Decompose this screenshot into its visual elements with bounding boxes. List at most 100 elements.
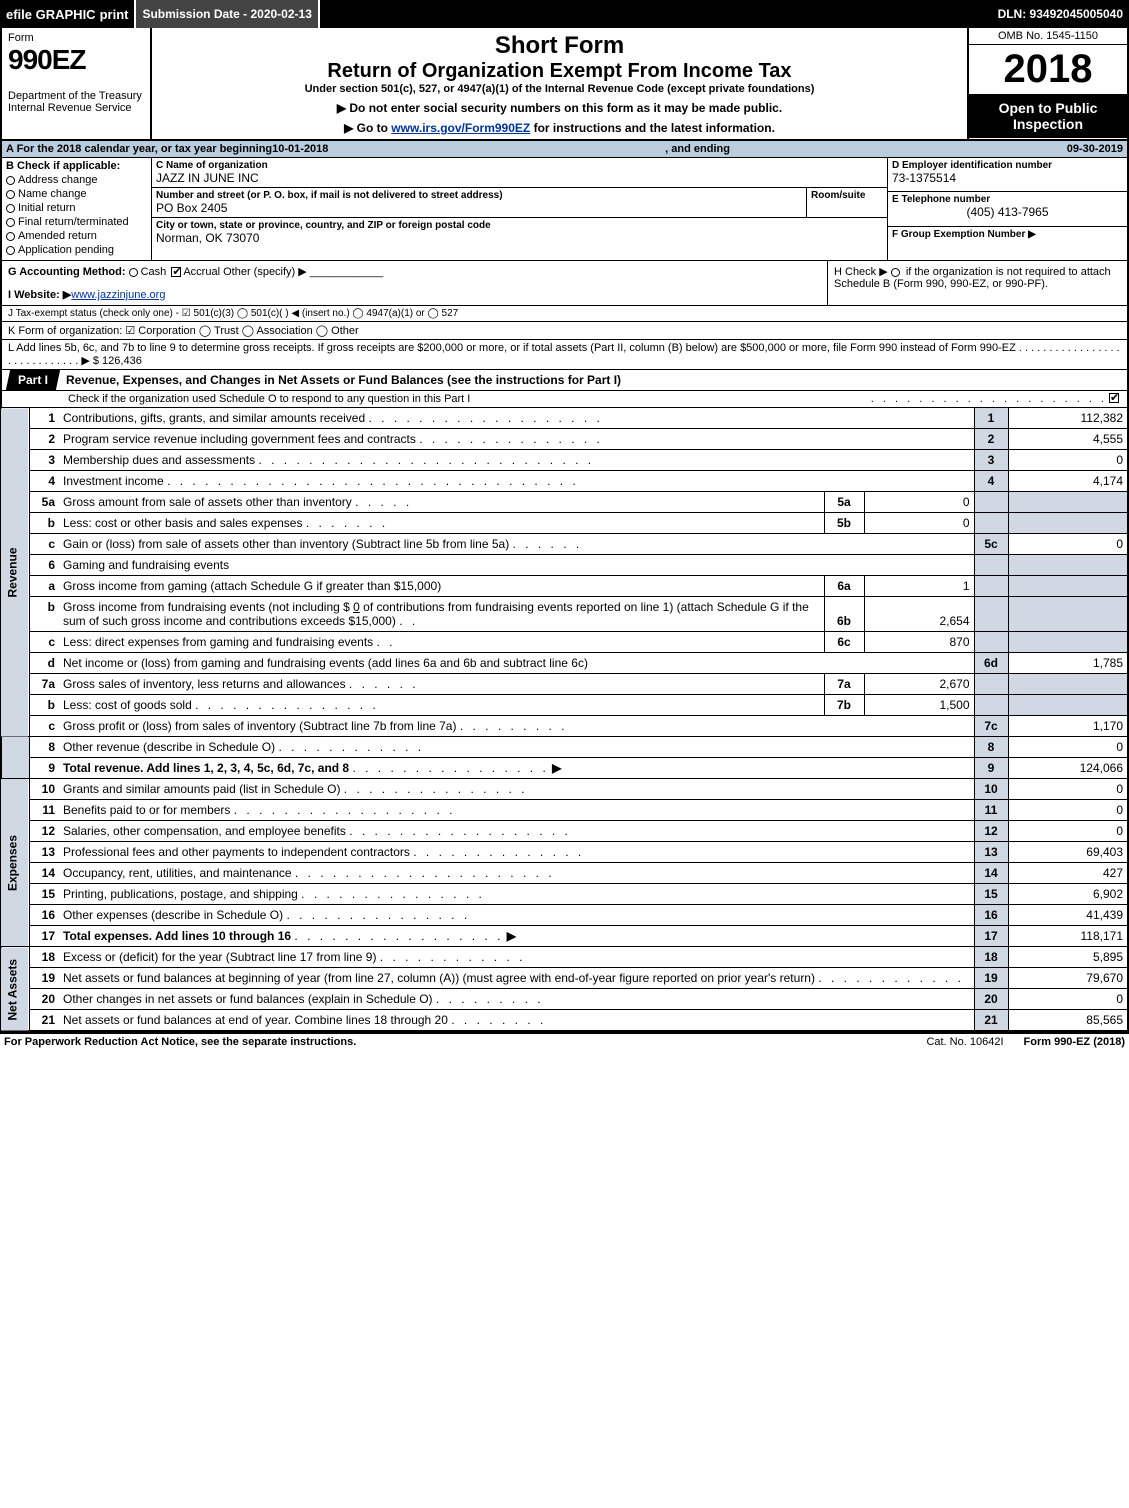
short-form-title: Short Form [158,32,961,60]
instr2-pre: ▶ Go to [344,121,391,135]
check-name-change[interactable]: Name change [6,188,147,200]
line-1-val: 112,382 [1008,408,1128,429]
line-8-desc: Other revenue (describe in Schedule O) .… [59,737,974,758]
check-address-change[interactable]: Address change [6,174,147,186]
line-16-val: 41,439 [1008,905,1128,926]
line-18-box: 18 [974,947,1008,968]
line-15-no: 15 [29,884,59,905]
col-def: D Employer identification number 73-1375… [887,158,1127,260]
line-6c-box-grey [974,632,1008,653]
line-6b-desc: Gross income from fundraising events (no… [59,597,824,632]
line-3-box: 3 [974,450,1008,471]
h-check[interactable] [891,268,900,277]
line-7c-no: c [29,716,59,737]
main-title: Return of Organization Exempt From Incom… [158,60,961,83]
dept-label: Department of the Treasury Internal Reve… [8,90,144,114]
line-21-val: 85,565 [1008,1010,1128,1032]
net-assets-side-label: Net Assets [1,947,29,1032]
line-18-desc: Excess or (deficit) for the year (Subtra… [59,947,974,968]
line-5b-no: b [29,513,59,534]
accrual-check[interactable] [171,267,181,277]
line-12-no: 12 [29,821,59,842]
gh-left: G Accounting Method: Cash Accrual Other … [2,261,827,305]
ein-cell: D Employer identification number 73-1375… [888,158,1127,192]
line-12-desc: Salaries, other compensation, and employ… [59,821,974,842]
line-5a-no: 5a [29,492,59,513]
header-mid: Short Form Return of Organization Exempt… [152,28,967,139]
line-19-box: 19 [974,968,1008,989]
line-5a-box-grey [974,492,1008,513]
check-initial-return[interactable]: Initial return [6,202,147,214]
line-17-box: 17 [974,926,1008,947]
line-9-no: 9 [29,758,59,779]
line-6b-box-grey [974,597,1008,632]
form-header: Form 990EZ Department of the Treasury In… [0,28,1129,141]
line-7c-desc: Gross profit or (loss) from sales of inv… [59,716,974,737]
line-16-desc: Other expenses (describe in Schedule O) … [59,905,974,926]
line-2-box: 2 [974,429,1008,450]
row-k: K Form of organization: ☑ Corporation ◯ … [0,322,1129,340]
line-15-desc: Printing, publications, postage, and shi… [59,884,974,905]
lines-table: Revenue 1 Contributions, gifts, grants, … [0,408,1129,1032]
efile-graphic: efile GRAPHIC [6,7,96,22]
line-7a-sub: 7a [824,674,864,695]
line-1-desc: Contributions, gifts, grants, and simila… [59,408,974,429]
line-19-desc: Net assets or fund balances at beginning… [59,968,974,989]
part-1-header: Part I Revenue, Expenses, and Changes in… [0,370,1129,391]
revenue-side-spacer [1,737,29,779]
line-6b-amt: 0 [353,600,360,614]
page-footer: For Paperwork Reduction Act Notice, see … [0,1032,1129,1050]
row-a-pre: A For the 2018 calendar year, or tax yea… [6,143,272,155]
line-9-val: 124,066 [1008,758,1128,779]
line-2-desc: Program service revenue including govern… [59,429,974,450]
line-7c-val: 1,170 [1008,716,1128,737]
line-17-no: 17 [29,926,59,947]
form-number: 990EZ [8,44,144,76]
website-label: I Website: ▶ [8,289,71,301]
website-link[interactable]: www.jazzinjune.org [71,289,165,301]
line-7a-no: 7a [29,674,59,695]
row-l-amount: 126,436 [102,355,142,367]
line-18-no: 18 [29,947,59,968]
phone-cell: E Telephone number (405) 413-7965 [888,192,1127,226]
line-20-no: 20 [29,989,59,1010]
line-6b-no: b [29,597,59,632]
line-21-desc: Net assets or fund balances at end of ye… [59,1010,974,1032]
line-6a-desc: Gross income from gaming (attach Schedul… [59,576,824,597]
col-c: C Name of organization JAZZ IN JUNE INC … [152,158,887,260]
row-a-mid: , and ending [328,143,1066,155]
part-1-checkbox[interactable] [1109,393,1119,403]
line-7b-no: b [29,695,59,716]
col-b-header: B Check if applicable: [6,160,147,172]
line-3-desc: Membership dues and assessments . . . . … [59,450,974,471]
line-5c-no: c [29,534,59,555]
check-application-pending[interactable]: Application pending [6,244,147,256]
line-14-desc: Occupancy, rent, utilities, and maintena… [59,863,974,884]
print-label[interactable]: print [100,7,129,22]
header-right: OMB No. 1545-1150 2018 Open to Public In… [967,28,1127,139]
line-18-val: 5,895 [1008,947,1128,968]
cash-radio[interactable] [129,268,138,277]
addr-label: Number and street (or P. O. box, if mail… [156,190,802,201]
line-5c-desc: Gain or (loss) from sale of assets other… [59,534,974,555]
part-1-title: Revenue, Expenses, and Changes in Net As… [58,370,1127,390]
line-7b-box-grey [974,695,1008,716]
group-exemption-label: F Group Exemption Number ▶ [892,229,1123,240]
website-row: I Website: ▶www.jazzinjune.org [8,288,821,301]
part-1-check-line: Check if the organization used Schedule … [0,391,1129,408]
line-21-no: 21 [29,1010,59,1032]
ein-label: D Employer identification number [892,160,1123,171]
line-7b-desc: Less: cost of goods sold . . . . . . . .… [59,695,824,716]
line-19-no: 19 [29,968,59,989]
line-6a-subval: 1 [864,576,974,597]
line-7c-box: 7c [974,716,1008,737]
irs-link[interactable]: www.irs.gov/Form990EZ [391,121,530,135]
cash-label: Cash [141,266,167,278]
check-final-return[interactable]: Final return/terminated [6,216,147,228]
omb-number: OMB No. 1545-1150 [969,28,1127,45]
row-a-begin: 10-01-2018 [272,143,328,155]
line-10-desc: Grants and similar amounts paid (list in… [59,779,974,800]
line-3-val: 0 [1008,450,1128,471]
check-amended-return[interactable]: Amended return [6,230,147,242]
line-7a-box-grey [974,674,1008,695]
